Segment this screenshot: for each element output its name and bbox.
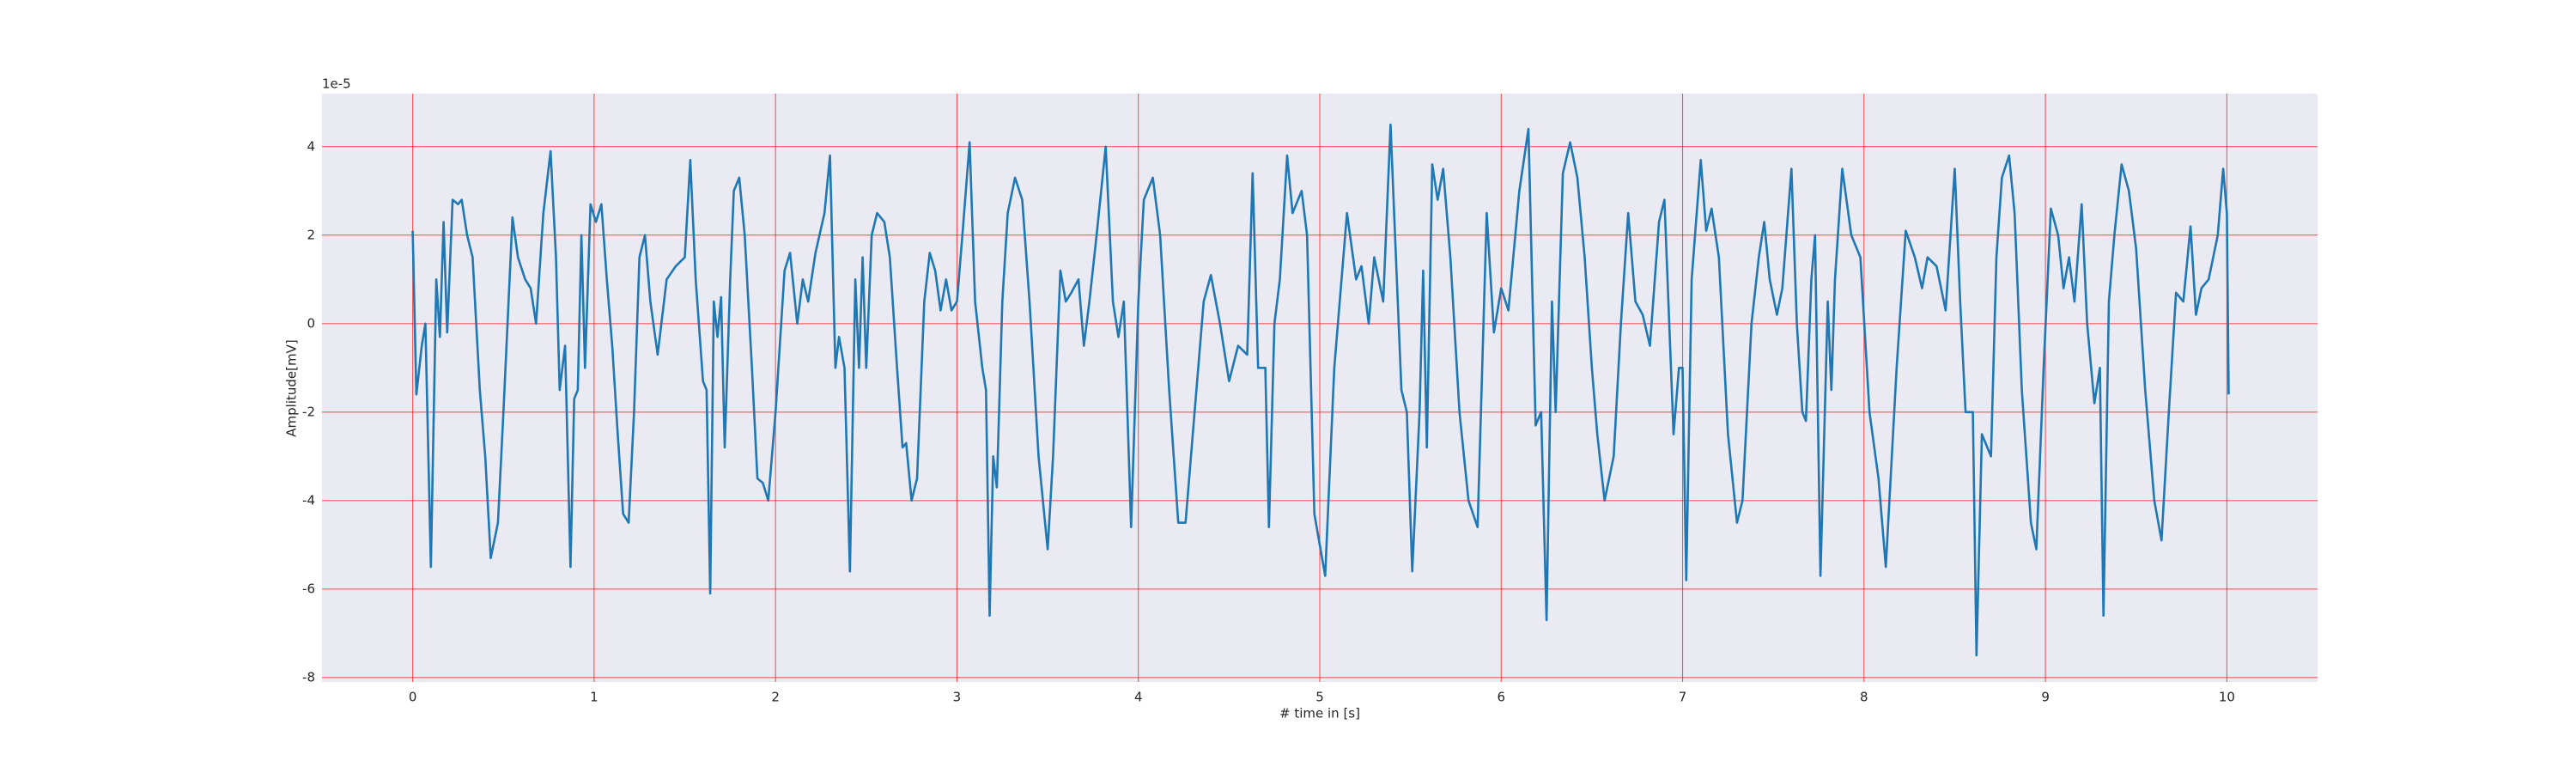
x-tick-label: 8 [1860, 690, 1868, 705]
y-tick-label: -4 [302, 492, 315, 508]
y-tick-label: -8 [302, 669, 315, 685]
y-axis-label: Amplitude[mV] [284, 339, 300, 436]
y-tick-label: 2 [307, 227, 315, 242]
y-tick-label: 4 [307, 138, 315, 154]
y-tick-label: -6 [302, 581, 315, 596]
x-tick-label: 5 [1315, 690, 1324, 705]
x-tick-label: 4 [1134, 690, 1143, 705]
x-tick-label: 9 [2041, 690, 2050, 705]
x-tick-label: 10 [2219, 690, 2235, 705]
x-axis-label: # time in [s] [1279, 706, 1360, 721]
offset-text: 1e-5 [322, 76, 351, 92]
x-tick-label: 2 [771, 690, 780, 705]
signal-line [411, 123, 2230, 657]
x-tick-label: 1 [590, 690, 598, 705]
y-tick-label: 0 [307, 315, 315, 331]
x-tick-label: 7 [1679, 690, 1687, 705]
x-tick-label: 0 [409, 690, 417, 705]
x-tick-label: 6 [1497, 690, 1505, 705]
x-tick-label: 3 [953, 690, 962, 705]
y-tick-label: -2 [302, 404, 315, 419]
